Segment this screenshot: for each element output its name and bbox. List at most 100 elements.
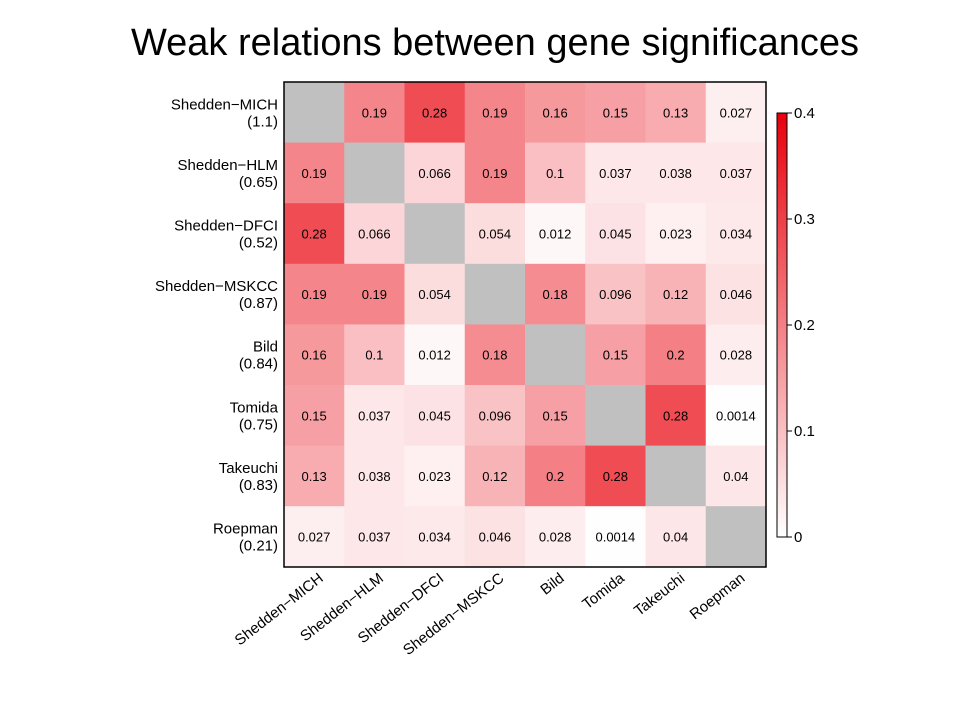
heatmap-cell xyxy=(525,385,586,447)
cell-value-label: 0.027 xyxy=(298,530,331,545)
cell-value-label: 0.045 xyxy=(599,227,632,242)
cell-value-label: 0.054 xyxy=(418,287,451,302)
colorbar-tick-label: 0 xyxy=(794,529,802,546)
heatmap-cell xyxy=(645,506,707,568)
cell-value-label: 0.28 xyxy=(422,105,447,120)
heatmap-cell xyxy=(284,385,345,447)
cell-value-label: 0.0014 xyxy=(716,408,756,423)
heatmap-cell xyxy=(404,142,466,204)
heatmap-cell xyxy=(344,263,405,325)
heatmap-diagonal-cell xyxy=(404,203,466,265)
cell-value-label: 0.046 xyxy=(479,530,512,545)
heatmap-cell xyxy=(645,142,707,204)
column-labels: Shedden−MICHShedden−HLMShedden−DFCIShedd… xyxy=(232,569,749,659)
colorbar: 0 0.1 0.2 0.3 0.4 xyxy=(776,105,815,546)
cell-value-label: 0.04 xyxy=(663,530,688,545)
heatmap-cell xyxy=(344,385,405,447)
heatmap-cell xyxy=(645,324,707,386)
heatmap-cell xyxy=(585,445,646,507)
heatmap-cell xyxy=(464,142,526,204)
cell-value-label: 0.28 xyxy=(603,469,628,484)
cell-value-label: 0.12 xyxy=(663,287,688,302)
cell-value-label: 0.18 xyxy=(482,348,507,363)
heatmap-cell xyxy=(525,203,586,265)
cell-value-label: 0.037 xyxy=(599,166,632,181)
heatmap-cell xyxy=(344,203,405,265)
cell-value-label: 0.045 xyxy=(418,408,451,423)
cell-value-label: 0.028 xyxy=(539,530,572,545)
heatmap-cell xyxy=(464,82,526,144)
cell-value-label: 0.096 xyxy=(479,408,512,423)
cell-value-label: 0.066 xyxy=(418,166,451,181)
heatmap-diagonal-cell xyxy=(645,445,707,507)
cell-value-label: 0.28 xyxy=(301,227,326,242)
heatmap-cell xyxy=(284,263,345,325)
column-label: Roepman xyxy=(687,570,749,623)
page-title: Weak relations between gene significance… xyxy=(130,22,860,64)
heatmap-cell xyxy=(705,385,767,447)
heatmap-cell xyxy=(344,506,405,568)
cell-value-label: 0.023 xyxy=(418,469,451,484)
heatmap-cell xyxy=(464,506,526,568)
column-label: Bild xyxy=(537,570,567,599)
heatmap-cell xyxy=(344,82,405,144)
heatmap-cell xyxy=(645,82,707,144)
cell-value-label: 0.04 xyxy=(723,469,748,484)
row-label-value: (0.87) xyxy=(239,295,278,312)
heatmap-cell xyxy=(404,445,466,507)
heatmap-cell xyxy=(705,82,767,144)
cell-value-label: 0.037 xyxy=(720,166,753,181)
cell-value-label: 0.038 xyxy=(659,166,692,181)
column-label: Shedden−MSKCC xyxy=(400,570,508,659)
heatmap-cell xyxy=(284,445,345,507)
cell-value-label: 0.046 xyxy=(720,287,753,302)
heatmap-cell xyxy=(525,445,586,507)
heatmap-cell xyxy=(585,506,646,568)
plot-frame xyxy=(283,81,767,568)
heatmap-cell xyxy=(525,82,586,144)
row-label-value: (0.83) xyxy=(239,477,278,494)
heatmap-diagonal-cell xyxy=(464,263,526,325)
heatmap-diagonal-cell xyxy=(284,82,345,144)
cell-value-label: 0.19 xyxy=(301,166,326,181)
heatmap-diagonal-cell xyxy=(705,506,767,568)
heatmap-cell xyxy=(705,324,767,386)
cell-value-label: 0.13 xyxy=(301,469,326,484)
heatmap-diagonal-cell xyxy=(344,142,405,204)
colorbar-gradient xyxy=(776,112,788,538)
cell-value-label: 0.15 xyxy=(301,408,326,423)
cell-value-label: 0.0014 xyxy=(595,530,635,545)
cell-value-label: 0.037 xyxy=(358,530,391,545)
row-label-name: Takeuchi xyxy=(219,460,278,477)
cell-value-label: 0.16 xyxy=(542,105,567,120)
heatmap-cell xyxy=(284,203,345,265)
heatmap-cell xyxy=(404,385,466,447)
heatmap-cell xyxy=(645,203,707,265)
heatmap-cell xyxy=(404,263,466,325)
cell-value-label: 0.028 xyxy=(720,348,753,363)
cell-value-label: 0.038 xyxy=(358,469,391,484)
cell-value-label: 0.027 xyxy=(720,105,753,120)
column-label: Tomida xyxy=(579,569,628,613)
row-labels: Shedden−MICH(1.1) Shedden−HLM(0.65) Shedde… xyxy=(155,96,279,554)
heatmap-cell xyxy=(464,445,526,507)
row-label-name: Shedden−MSKCC xyxy=(155,278,278,295)
cell-value-label: 0.2 xyxy=(546,469,564,484)
cell-value-label: 0.15 xyxy=(603,348,628,363)
cell-value-label: 0.19 xyxy=(362,105,387,120)
colorbar-tick-label: 0.2 xyxy=(794,317,815,334)
cell-value-label: 0.037 xyxy=(358,408,391,423)
row-label-value: (1.1) xyxy=(247,113,278,130)
cell-value-label: 0.15 xyxy=(603,105,628,120)
row-label-value: (0.21) xyxy=(239,538,278,555)
cell-value-label: 0.023 xyxy=(659,227,692,242)
cell-value-label: 0.19 xyxy=(482,105,507,120)
heatmap-cell xyxy=(705,445,767,507)
cell-value-label: 0.1 xyxy=(365,348,383,363)
cell-value-label: 0.12 xyxy=(482,469,507,484)
colorbar-tick-label: 0.1 xyxy=(794,423,815,440)
heatmap-cell xyxy=(525,506,586,568)
heatmap-cell xyxy=(464,203,526,265)
heatmap-cell xyxy=(585,203,646,265)
